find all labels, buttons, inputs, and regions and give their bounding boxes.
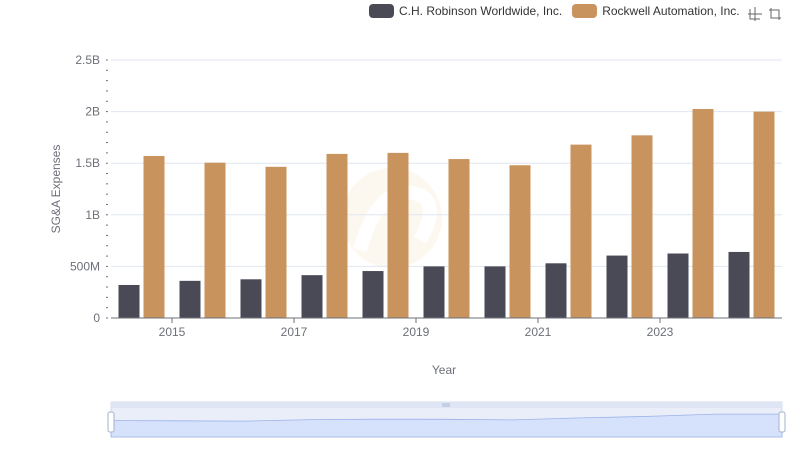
x-tick-label: 2019 [403, 325, 430, 339]
x-tick-label: 2017 [281, 325, 308, 339]
y-axis-title: SG&A Expenses [49, 145, 63, 234]
bar-ch-robinson-2017[interactable] [301, 275, 323, 318]
x-tick-label: 2015 [159, 325, 186, 339]
bar-rockwell-2021[interactable] [570, 144, 592, 318]
bar-ch-robinson-2014[interactable] [118, 284, 140, 318]
datazoom-slider[interactable] [107, 401, 786, 438]
y-tick-label: 500M [70, 259, 100, 273]
bar-rockwell-2024[interactable] [753, 111, 775, 318]
datazoom-handle-left[interactable] [107, 411, 115, 433]
bar-ch-robinson-2015[interactable] [179, 280, 201, 318]
bar-rockwell-2019[interactable] [448, 159, 470, 318]
y-tick-label: 2B [85, 105, 100, 119]
bar-rockwell-2018[interactable] [387, 152, 409, 318]
y-tick-label: 0 [93, 311, 100, 325]
bars [118, 109, 775, 319]
datazoom-preview-line [110, 413, 783, 438]
bar-rockwell-2016[interactable] [265, 166, 287, 318]
datazoom-handle-right[interactable] [778, 411, 786, 433]
legend-label-rockwell: Rockwell Automation, Inc. [602, 4, 740, 18]
zoom-icon[interactable] [747, 6, 763, 22]
bar-ch-robinson-2016[interactable] [240, 279, 262, 318]
bar-rockwell-2014[interactable] [143, 155, 165, 318]
legend-swatch-rockwell [572, 4, 598, 18]
bar-ch-robinson-2022[interactable] [606, 255, 628, 318]
x-axis: 2015 2017 2019 2021 2023 [111, 317, 782, 339]
y-tick-label: 2.5B [75, 53, 100, 67]
legend-item-rockwell[interactable]: Rockwell Automation, Inc. [572, 4, 740, 18]
bar-ch-robinson-2024[interactable] [728, 251, 750, 318]
bar-rockwell-2023[interactable] [692, 109, 714, 319]
bar-rockwell-2015[interactable] [204, 162, 226, 318]
legend-swatch-ch-robinson [369, 4, 394, 18]
x-tick-label: 2021 [525, 325, 552, 339]
bar-rockwell-2022[interactable] [631, 135, 653, 318]
restore-icon[interactable] [767, 6, 783, 22]
legend-label-ch-robinson: C.H. Robinson Worldwide, Inc. [399, 4, 563, 18]
toolbox [747, 6, 787, 22]
x-axis-title: Year [432, 363, 456, 377]
y-axis: 0 500M 1B 1.5B 2B 2.5B [70, 53, 108, 325]
bar-ch-robinson-2019[interactable] [423, 266, 445, 318]
legend-item-ch-robinson[interactable]: C.H. Robinson Worldwide, Inc. [369, 4, 562, 18]
x-tick-label: 2023 [647, 325, 674, 339]
bar-ch-robinson-2020[interactable] [484, 266, 506, 318]
y-tick-label: 1B [85, 208, 100, 222]
datazoom-drag-grip[interactable] [442, 403, 450, 407]
bar-ch-robinson-2023[interactable] [667, 253, 689, 319]
bar-ch-robinson-2021[interactable] [545, 263, 567, 318]
bar-ch-robinson-2018[interactable] [362, 271, 384, 318]
y-tick-label: 1.5B [75, 156, 100, 170]
legend: C.H. Robinson Worldwide, Inc. Rockwell A… [369, 4, 750, 18]
bar-rockwell-2020[interactable] [509, 165, 531, 318]
bar-rockwell-2017[interactable] [326, 153, 348, 318]
